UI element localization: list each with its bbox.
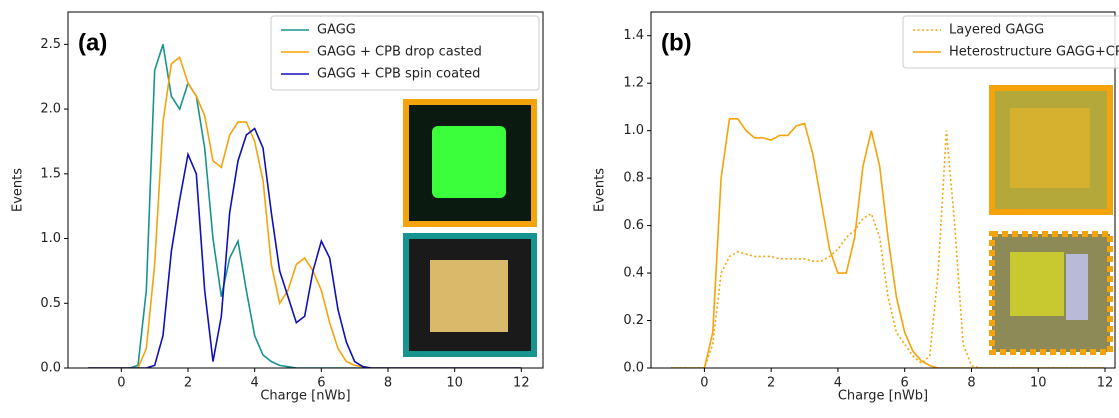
panel: 0 2 4 6 8 10 12 0.0 0.5 1.0 1.5 2.0 2.5 Charge [nWb] E… xyxy=(11,11,544,404)
y-tick-label: 2.0 xyxy=(40,102,61,117)
legend-box xyxy=(902,15,1119,69)
legend-box xyxy=(270,15,540,91)
data-line xyxy=(88,127,522,368)
panel-label: (a) xyxy=(78,29,107,56)
y-axis-label: Events xyxy=(593,168,608,212)
y-tick-label: 1.0 xyxy=(623,123,644,138)
legend-label: GAGG xyxy=(317,23,356,38)
x-tick-label: 12 xyxy=(513,376,530,391)
x-tick-label: 2 xyxy=(767,376,775,391)
x-tick-label: 2 xyxy=(184,376,192,391)
y-axis-label: Events xyxy=(11,168,26,212)
data-line xyxy=(671,130,1105,368)
y-tick-label: 0.5 xyxy=(40,296,61,311)
x-tick-label: 4 xyxy=(834,376,842,391)
x-tick-label: 0 xyxy=(117,376,125,391)
x-axis-label: Charge [nWb] xyxy=(838,389,928,404)
y-tick-label: 0.2 xyxy=(623,313,644,328)
legend-label: GAGG + CPB spin coated xyxy=(317,67,480,82)
plot-frame xyxy=(67,11,544,369)
y-tick-label: 0.6 xyxy=(623,218,644,233)
inset-crystal xyxy=(432,126,506,198)
inset-crystal xyxy=(430,260,508,332)
y-tick-label: 2.5 xyxy=(40,37,61,52)
inset-photos xyxy=(403,85,1113,357)
data-line xyxy=(671,118,1105,368)
x-tick-label: 6 xyxy=(901,376,909,391)
plot-frame xyxy=(650,11,1116,369)
inset-crystal xyxy=(1066,254,1088,320)
legend-label: GAGG + CPB drop casted xyxy=(317,45,482,60)
panel-label: (b) xyxy=(661,29,692,56)
x-tick-label: 0 xyxy=(700,376,708,391)
data-line xyxy=(88,55,522,368)
y-tick-label: 1.0 xyxy=(40,231,61,246)
y-tick-label: 1.5 xyxy=(40,166,61,181)
y-tick-label: 0.8 xyxy=(623,171,644,186)
x-axis-label: Charge [nWb] xyxy=(260,389,350,404)
y-tick-label: 1.2 xyxy=(623,76,644,91)
y-tick-label: 0.4 xyxy=(623,266,644,281)
x-tick-label: 8 xyxy=(384,376,392,391)
x-tick-label: 4 xyxy=(251,376,259,391)
y-tick-label: 1.4 xyxy=(623,28,644,43)
x-tick-label: 10 xyxy=(1030,376,1047,391)
data-line xyxy=(88,44,522,368)
y-tick-label: 0.0 xyxy=(623,361,644,376)
x-tick-label: 8 xyxy=(967,376,975,391)
x-tick-label: 10 xyxy=(446,376,463,391)
inset-crystal xyxy=(1010,252,1064,316)
legend-label: Heterostructure GAGG+CPB xyxy=(949,45,1119,60)
inset-crystal xyxy=(1010,108,1090,188)
legend-label: Layered GAGG xyxy=(949,23,1044,38)
x-tick-label: 6 xyxy=(317,376,325,391)
panel: 0 2 4 6 8 10 12 0.0 0.2 0.4 0.6 0.8 1.0 1.2 1.4 Charge … xyxy=(593,11,1116,404)
x-tick-label: 12 xyxy=(1097,376,1114,391)
y-tick-label: 0.0 xyxy=(40,361,61,376)
